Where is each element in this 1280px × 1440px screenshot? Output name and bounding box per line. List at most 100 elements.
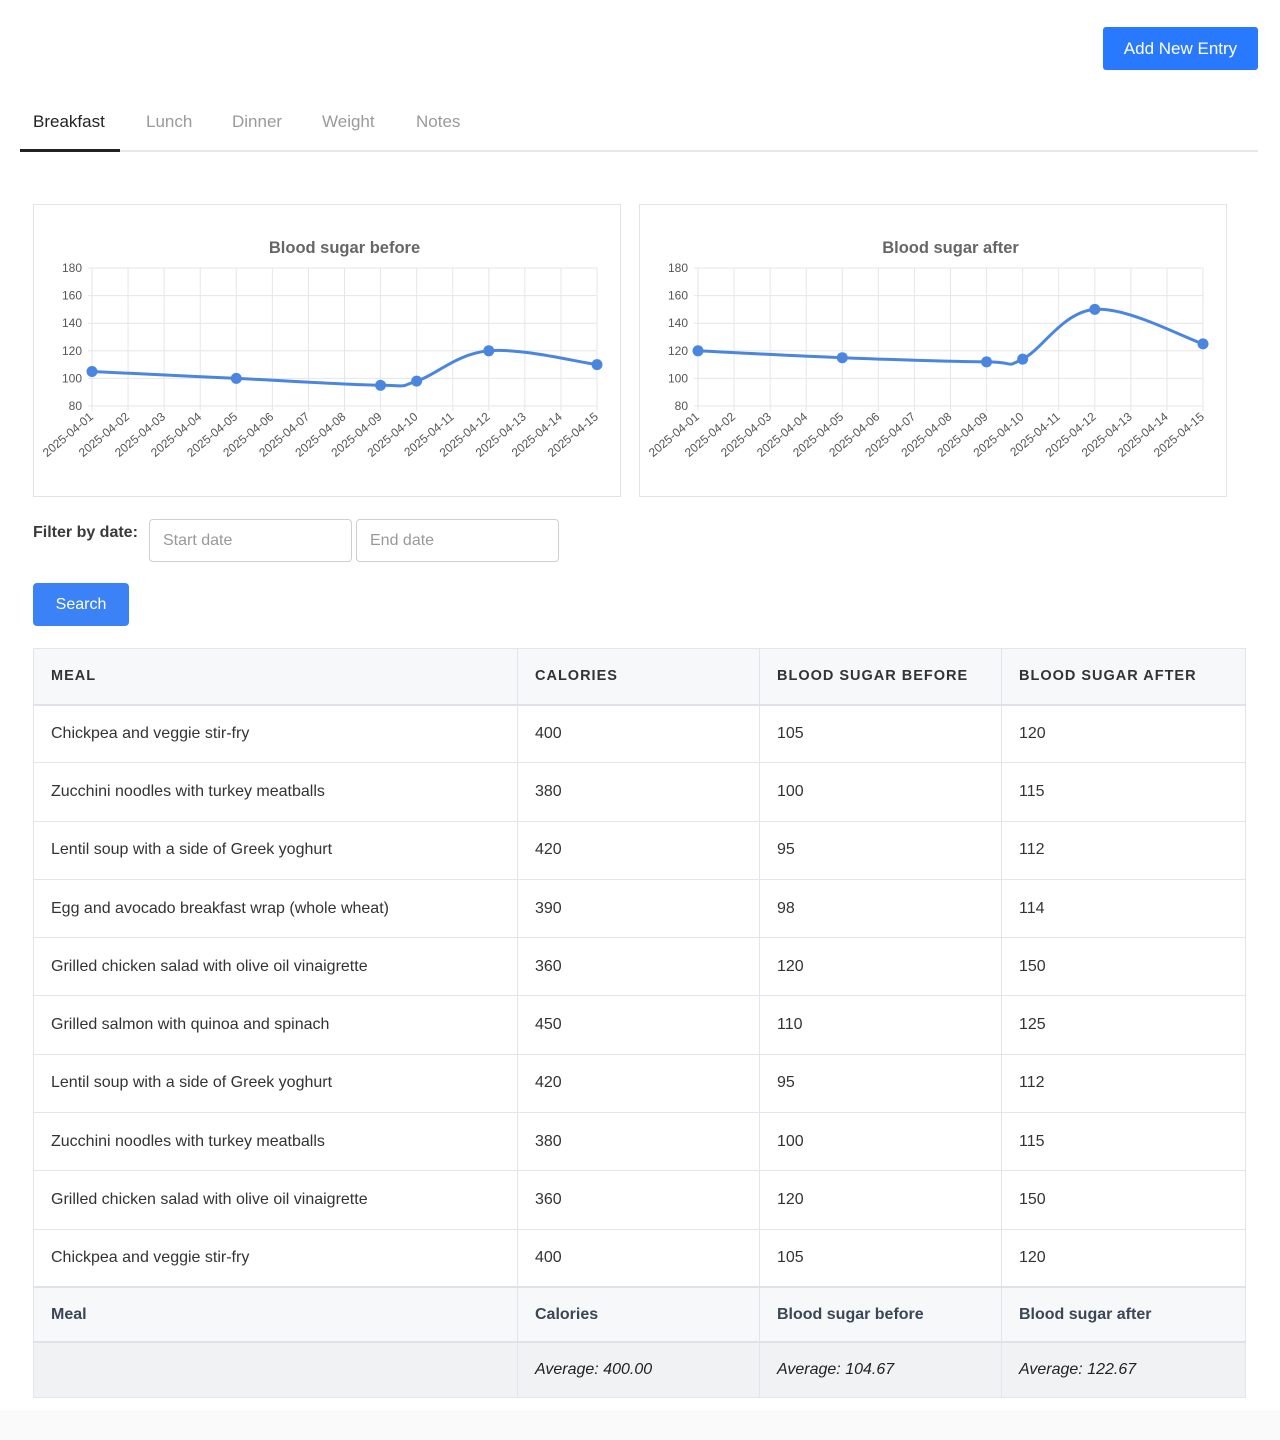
cell-blood-sugar-before: 120 xyxy=(759,1170,1002,1230)
cell-calories: 450 xyxy=(517,995,760,1055)
table-row[interactable]: Chickpea and veggie stir-fry 400 105 120 xyxy=(33,703,1246,764)
table-row[interactable]: Zucchini noodles with turkey meatballs 38… xyxy=(33,762,1246,822)
table-row[interactable]: Lentil soup with a side of Greek yoghurt… xyxy=(33,820,1246,880)
cell-meal: Chickpea and veggie stir-fry xyxy=(33,1228,518,1288)
column-header-meal[interactable]: MEAL xyxy=(33,648,518,706)
table-header-row: MEAL CALORIES BLOOD SUGAR BEFORE BLOOD S… xyxy=(33,648,1246,706)
y-tick-label: 80 xyxy=(675,399,689,413)
chart-title: Blood sugar before xyxy=(269,239,420,257)
data-point[interactable] xyxy=(591,359,603,371)
data-point[interactable] xyxy=(483,345,495,357)
cell-calories: 420 xyxy=(517,820,760,880)
data-point[interactable] xyxy=(1089,303,1101,315)
chart-grid xyxy=(694,267,1204,411)
cell-meal: Grilled chicken salad with olive oil vin… xyxy=(33,937,518,997)
meal-tabs: Breakfast Lunch Dinner Weight Notes xyxy=(20,100,1258,152)
column-header-blood-sugar-before[interactable]: BLOOD SUGAR BEFORE xyxy=(759,648,1002,706)
cell-meal: Lentil soup with a side of Greek yoghurt xyxy=(33,1053,518,1114)
data-point[interactable] xyxy=(230,372,242,384)
y-tick-label: 160 xyxy=(62,289,82,303)
cell-blood-sugar-after: 115 xyxy=(1001,1112,1246,1172)
table-averages-row: Average: 400.00 Average: 104.67 Average:… xyxy=(33,1341,1246,1398)
cell-meal: Lentil soup with a side of Greek yoghurt xyxy=(33,820,518,880)
footer-header-blood-sugar-before: Blood sugar before xyxy=(759,1286,1002,1343)
filter-by-date-label: Filter by date: xyxy=(33,524,138,541)
cell-blood-sugar-after: 150 xyxy=(1001,937,1246,997)
start-date-input[interactable] xyxy=(149,519,352,562)
table-row[interactable]: Grilled chicken salad with olive oil vin… xyxy=(33,1170,1246,1230)
y-tick-label: 180 xyxy=(668,261,688,275)
tab-dinner[interactable]: Dinner xyxy=(232,112,283,131)
cell-calories: 420 xyxy=(517,1053,760,1114)
cell-meal: Egg and avocado breakfast wrap (whole wh… xyxy=(33,878,518,939)
y-tick-label: 100 xyxy=(62,371,82,385)
table-row[interactable]: Egg and avocado breakfast wrap (whole wh… xyxy=(33,878,1246,939)
footer-header-calories: Calories xyxy=(517,1286,760,1343)
end-date-input[interactable] xyxy=(356,519,559,562)
tab-breakfast[interactable]: Breakfast xyxy=(33,112,105,131)
y-tick-label: 120 xyxy=(668,344,688,358)
cell-blood-sugar-after: 150 xyxy=(1001,1170,1246,1230)
cell-blood-sugar-after: 114 xyxy=(1001,878,1246,939)
cell-meal: Grilled salmon with quinoa and spinach xyxy=(33,995,518,1055)
cell-meal: Chickpea and veggie stir-fry xyxy=(33,703,518,764)
tab-weight[interactable]: Weight xyxy=(322,112,375,131)
cell-blood-sugar-after: 125 xyxy=(1001,995,1246,1055)
cell-calories: 360 xyxy=(517,937,760,997)
column-header-blood-sugar-after[interactable]: BLOOD SUGAR AFTER xyxy=(1001,648,1246,706)
cell-blood-sugar-after: 112 xyxy=(1001,1053,1246,1114)
active-tab-indicator xyxy=(20,149,120,152)
average-meal-cell xyxy=(33,1341,518,1398)
series-line xyxy=(91,348,598,388)
cell-meal: Grilled chicken salad with olive oil vin… xyxy=(33,1170,518,1230)
tab-lunch[interactable]: Lunch xyxy=(146,112,193,131)
cell-blood-sugar-before: 110 xyxy=(759,995,1002,1055)
data-point[interactable] xyxy=(86,366,98,377)
cell-calories: 400 xyxy=(517,703,760,764)
blood-sugar-before-chart: Blood sugar before 80 100 120 140 160 180 2025-… xyxy=(33,204,621,497)
y-tick-label: 80 xyxy=(69,399,83,413)
cell-blood-sugar-after: 120 xyxy=(1001,1228,1246,1288)
table-row[interactable]: Lentil soup with a side of Greek yoghurt… xyxy=(33,1053,1246,1114)
blood-sugar-after-chart-svg: Blood sugar after801001201401601802025-0… xyxy=(646,239,1209,460)
table-body: Chickpea and veggie stir-fry 400 105 120 Zuc… xyxy=(33,703,1246,1288)
table-footer-header-row: Meal Calories Blood sugar before Blood s… xyxy=(33,1286,1246,1343)
data-point[interactable] xyxy=(375,379,387,391)
y-tick-label: 140 xyxy=(668,316,688,330)
cell-calories: 380 xyxy=(517,1112,760,1172)
table-row[interactable]: Zucchini noodles with turkey meatballs 38… xyxy=(33,1112,1246,1172)
data-point[interactable] xyxy=(411,375,423,387)
tab-notes[interactable]: Notes xyxy=(416,112,461,131)
cell-calories: 380 xyxy=(517,762,760,822)
cell-blood-sugar-before: 120 xyxy=(759,937,1002,997)
cell-blood-sugar-after: 112 xyxy=(1001,820,1246,880)
cell-blood-sugar-before: 95 xyxy=(759,820,1002,880)
data-point[interactable] xyxy=(836,352,848,364)
cell-calories: 390 xyxy=(517,878,760,939)
y-tick-label: 140 xyxy=(62,316,82,330)
cell-blood-sugar-after: 115 xyxy=(1001,762,1246,822)
meals-table: MEAL CALORIES BLOOD SUGAR BEFORE BLOOD S… xyxy=(33,648,1246,1398)
search-button[interactable]: Search xyxy=(33,583,129,626)
table-row[interactable]: Grilled chicken salad with olive oil vin… xyxy=(33,937,1246,997)
average-blood-sugar-after: Average: 122.67 xyxy=(1001,1341,1246,1398)
data-point[interactable] xyxy=(1017,353,1029,365)
data-point[interactable] xyxy=(981,356,993,368)
footer-header-meal: Meal xyxy=(33,1286,518,1343)
blood-sugar-after-chart: Blood sugar after 80 100 120 140 160 180 2025-0… xyxy=(639,204,1227,497)
average-blood-sugar-before: Average: 104.67 xyxy=(759,1341,1002,1398)
y-tick-label: 160 xyxy=(668,289,688,303)
column-header-calories[interactable]: CALORIES xyxy=(517,648,760,706)
footer-header-blood-sugar-after: Blood sugar after xyxy=(1001,1286,1246,1343)
cell-blood-sugar-before: 105 xyxy=(759,703,1002,764)
table-row[interactable]: Chickpea and veggie stir-fry 400 105 120 xyxy=(33,1228,1246,1288)
average-calories: Average: 400.00 xyxy=(517,1341,760,1398)
data-point[interactable] xyxy=(1197,338,1209,350)
table-row[interactable]: Grilled salmon with quinoa and spinach 45… xyxy=(33,995,1246,1055)
add-new-entry-button[interactable]: Add New Entry xyxy=(1103,27,1258,70)
series-line xyxy=(697,307,1204,366)
cell-blood-sugar-after: 120 xyxy=(1001,703,1246,764)
chart-title: Blood sugar after xyxy=(882,239,1019,257)
data-point[interactable] xyxy=(692,345,704,357)
cell-meal: Zucchini noodles with turkey meatballs xyxy=(33,1112,518,1172)
